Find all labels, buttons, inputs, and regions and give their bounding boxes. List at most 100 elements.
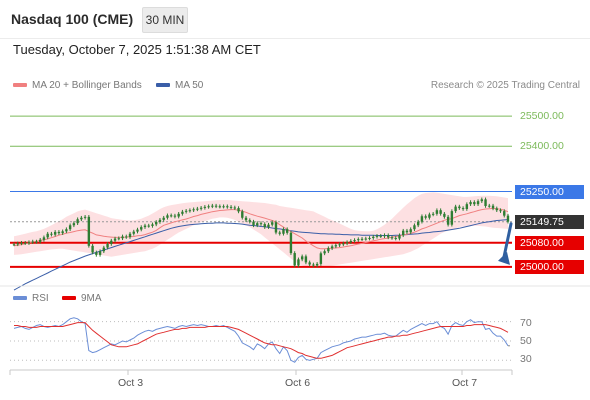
candle [16,241,19,247]
candle-body [24,242,27,244]
candle-body [177,213,180,217]
candle [151,222,154,228]
candle [222,204,225,209]
candle-body [465,204,469,210]
candle [162,215,165,222]
candle-body [274,222,278,233]
candle [405,228,409,235]
candle [484,197,487,208]
candle-body [241,211,244,218]
candle-body [147,225,150,227]
candle-body [390,237,394,239]
candle-body [372,236,375,238]
candle-body [431,213,435,215]
candle [383,233,386,238]
candle [420,214,424,224]
candle-body [173,215,177,217]
candle [196,206,199,212]
candle [469,200,472,206]
candle [349,239,353,244]
candle [379,234,382,238]
candle-body [256,223,259,226]
candle [61,229,64,235]
candle-body [72,223,76,226]
candle-body [128,233,132,238]
candle-body [398,235,401,239]
candle [102,245,106,254]
candle-body [405,230,409,233]
candle-body [323,251,326,254]
datetime-label: Tuesday, October 7, 2025 1:51:38 AM CET [13,42,261,57]
candle-body [38,239,42,242]
timeframe-button[interactable]: 30 MIN [142,7,188,33]
candle-body [454,206,457,212]
level-label-25400.00: 25400.00 [520,140,564,153]
candle [345,240,349,246]
candle-body [121,236,124,239]
candle [465,202,469,211]
candle [192,207,195,213]
candle-body [364,238,367,240]
candle-body [503,211,506,216]
candle [428,212,431,220]
level-label-25149.75: 25149.75 [515,214,584,229]
candle [443,212,446,219]
candle-body [166,215,169,218]
forecast-arrow-head [498,251,510,265]
candle-body [46,233,49,238]
candle [503,209,506,218]
candle [181,209,184,216]
candle-body [402,230,405,236]
candle-body [207,206,210,208]
candle [364,236,367,241]
candle [353,238,356,243]
rsi-tick-70: 70 [520,317,532,329]
candle-body [424,216,427,218]
candle [506,213,510,224]
candle-body [248,220,251,222]
candle-body [491,205,495,209]
candle-body [499,210,502,212]
candle [72,221,76,228]
candle-body [80,217,83,220]
candle [319,251,323,266]
candle-body [443,213,446,217]
rsi-legend-label: RSI [32,293,49,304]
candle-body [315,263,319,266]
instrument-title: Nasdaq 100 (CME) [11,11,134,27]
level-label-25250.00: 25250.00 [515,184,584,199]
candle [413,223,416,232]
candle-body [506,215,510,222]
candle-body [461,208,465,210]
candle [267,222,270,229]
candle [252,219,255,228]
candle [68,223,72,232]
x-tick-oct3: Oct 3 [118,377,144,389]
candle-body [375,235,379,237]
candle [387,233,390,240]
candle-body [158,219,162,222]
candle-body [267,224,270,228]
rsi-ma-legend-label: 9MA [81,293,102,304]
candle [136,227,139,234]
candle-body [345,242,349,244]
candle [158,218,162,224]
candle [121,234,124,241]
rsi-tick-50: 50 [520,335,532,347]
candle-body [297,259,300,266]
candle-body [495,208,498,211]
candle-body [12,244,16,246]
rsi-line [13,317,509,363]
candle-body [199,207,203,209]
candle-body [106,243,109,248]
candle [491,203,495,211]
candle [357,237,360,242]
candle [271,220,274,227]
candle-body [214,205,218,207]
ma50-swatch [156,83,170,88]
candle [360,237,364,241]
candle-body [439,210,442,214]
candle [402,228,405,238]
candle-body [304,256,308,263]
candle-body [181,211,184,214]
